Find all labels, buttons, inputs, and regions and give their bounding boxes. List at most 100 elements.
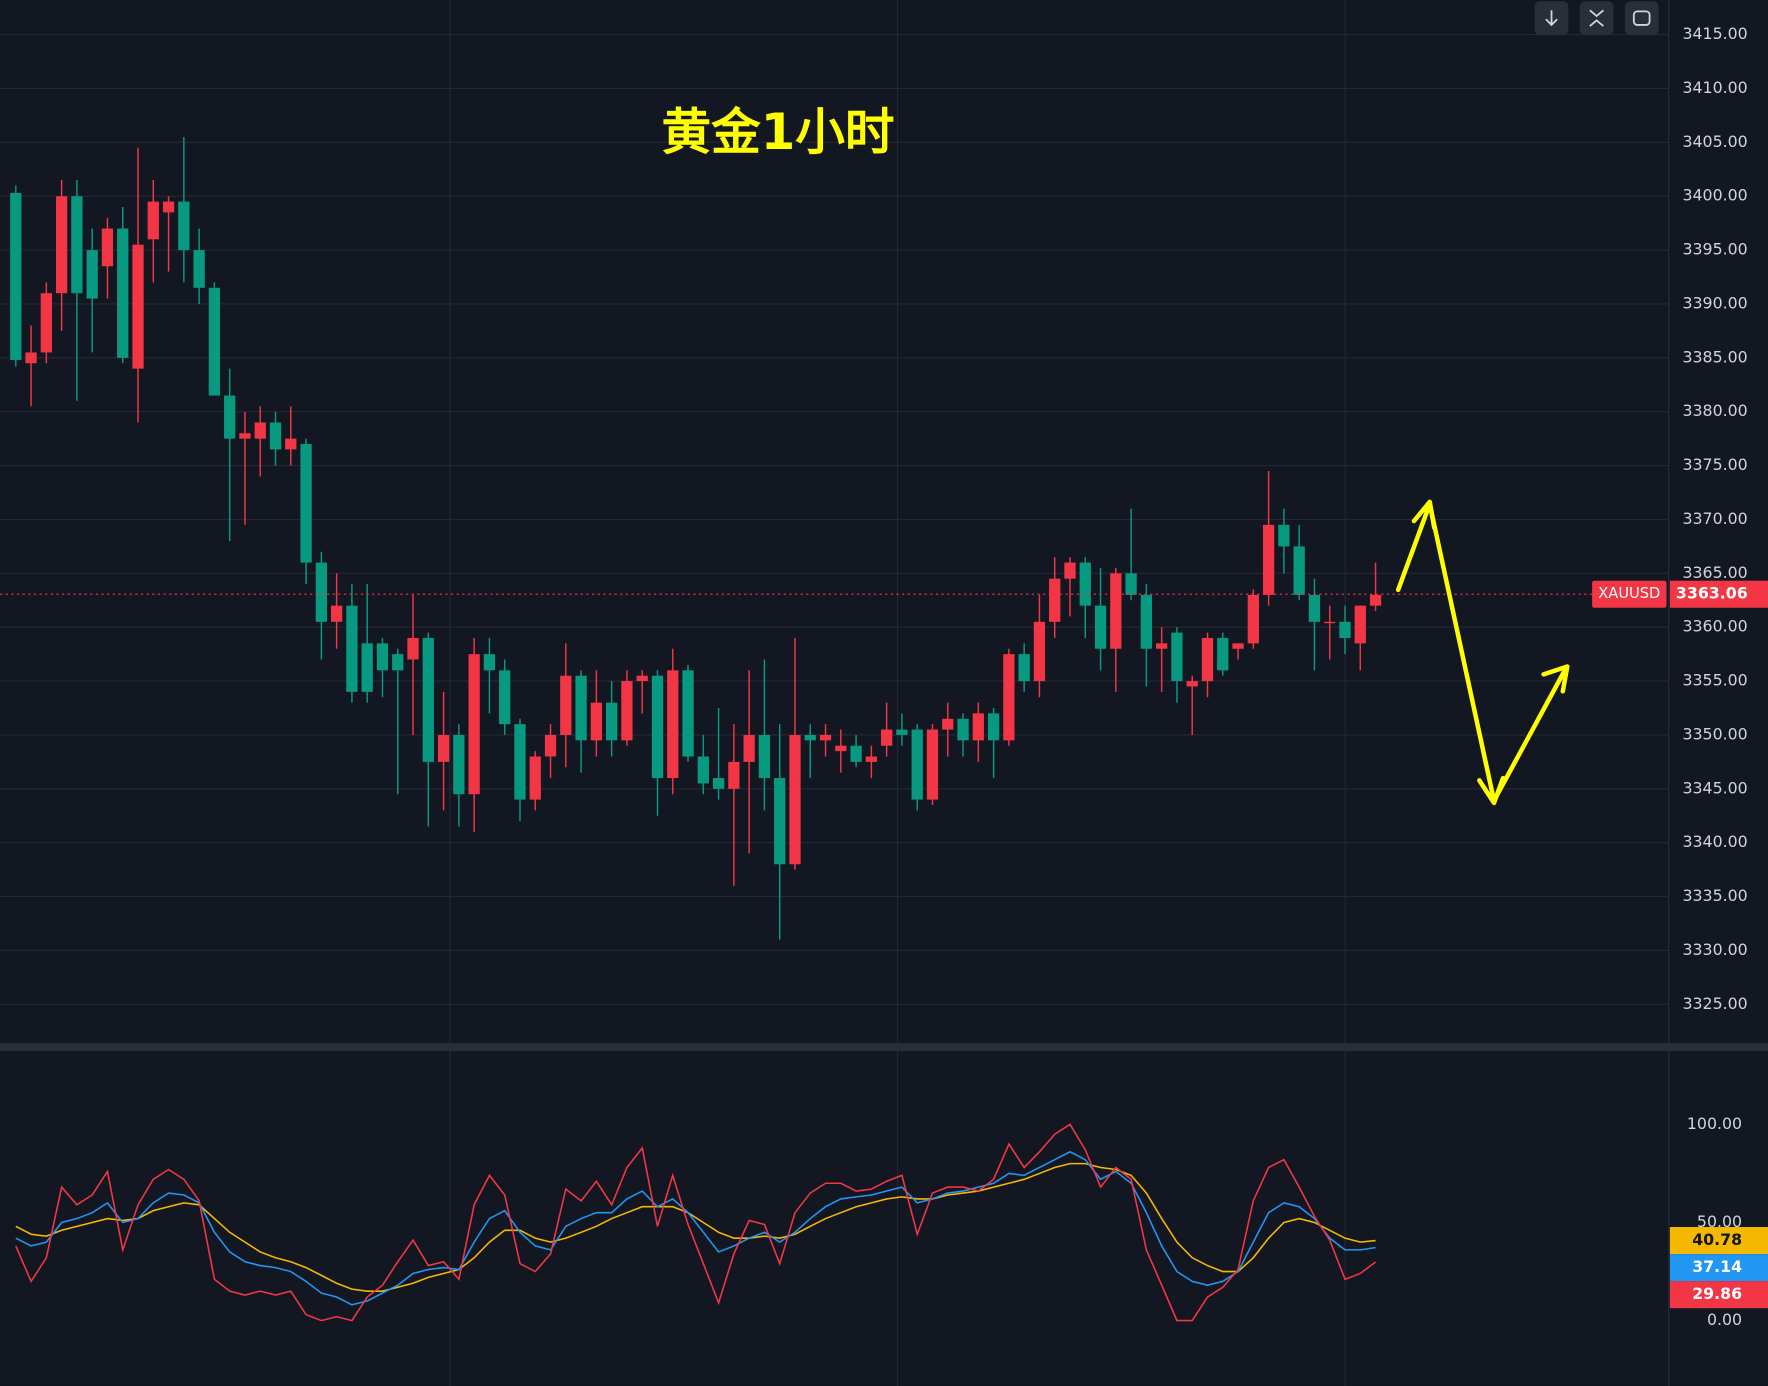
candle-body <box>254 422 266 439</box>
oscillator-line <box>15 1150 1376 1306</box>
value-tag-label: 29.86 <box>1692 1284 1742 1303</box>
candle-body <box>896 729 908 735</box>
symbol-label: XAUUSD <box>1598 585 1660 602</box>
candle-body <box>911 729 923 800</box>
candle-body <box>315 562 327 622</box>
y-tick-label: 3385.00 <box>1683 347 1748 366</box>
candle-body <box>1140 594 1153 649</box>
candle-body <box>437 734 450 762</box>
candle-body <box>300 444 312 563</box>
candle-body <box>1217 637 1229 671</box>
candle-body <box>697 756 709 784</box>
candle-body <box>942 718 954 730</box>
y-tick-label: 0.00 <box>1707 1310 1742 1329</box>
candle-body <box>376 643 389 671</box>
y-tick-label: 3405.00 <box>1683 132 1748 151</box>
candle-body <box>1018 654 1030 682</box>
candle-body <box>1339 621 1351 638</box>
candle-body <box>606 702 618 741</box>
y-tick-label: 3395.00 <box>1683 240 1748 259</box>
candle-body <box>804 734 816 741</box>
collapse-button[interactable] <box>1579 1 1614 36</box>
y-tick-label: 100.00 <box>1687 1114 1742 1133</box>
y-tick-label: 50.00 <box>1697 1212 1742 1231</box>
candle-body <box>239 433 251 439</box>
candle-body <box>453 734 465 795</box>
candle-body <box>1278 524 1290 547</box>
candle-body <box>132 244 144 369</box>
candle-body <box>86 250 98 299</box>
candle-body <box>1033 621 1046 682</box>
candle-body <box>346 605 358 692</box>
symbol-tag <box>1592 580 1667 608</box>
candle-body <box>178 201 190 251</box>
candle-body <box>728 761 740 789</box>
candle-body <box>285 438 297 450</box>
y-tick-label: 3380.00 <box>1683 401 1748 420</box>
candle-body <box>1079 562 1091 606</box>
candle-body <box>1354 605 1366 644</box>
candle-body <box>499 670 511 725</box>
candle-body <box>835 745 847 752</box>
candle-body <box>850 745 862 762</box>
candle-body <box>40 293 52 353</box>
y-tick-label: 3415.00 <box>1683 24 1748 43</box>
candle-body <box>636 675 648 682</box>
candle-body <box>544 734 557 757</box>
candle-body <box>330 605 343 622</box>
candle-body <box>621 681 633 741</box>
candle-body <box>1308 594 1321 622</box>
y-tick-label: 3330.00 <box>1683 940 1748 959</box>
y-tick-label: 3410.00 <box>1683 78 1748 97</box>
candle-body <box>926 729 939 800</box>
candle-body <box>361 643 373 692</box>
candle-body <box>865 756 878 762</box>
oscillator-line <box>15 1162 1376 1292</box>
scroll-button[interactable] <box>1534 1 1569 36</box>
candle-body <box>758 734 771 779</box>
candle-body <box>55 196 68 294</box>
value-tag <box>1669 1227 1768 1255</box>
candle-body <box>1262 524 1275 595</box>
candle-body <box>1201 637 1214 682</box>
candle-body <box>422 637 434 762</box>
candle-body <box>712 778 725 789</box>
candle-body <box>147 201 159 240</box>
chart-title: 黄金1小时 <box>662 103 895 161</box>
toolbar <box>1534 1 1659 36</box>
candle-body <box>162 201 175 213</box>
y-tick-label: 3400.00 <box>1683 186 1748 205</box>
last-price-tag <box>1669 580 1768 608</box>
candle-body <box>881 729 893 746</box>
candle-body <box>1156 643 1168 649</box>
y-tick-label: 3365.00 <box>1683 563 1748 582</box>
y-tick-label: 3375.00 <box>1683 455 1748 474</box>
oscillator-line <box>15 1123 1377 1322</box>
y-tick-label: 3340.00 <box>1683 832 1748 851</box>
candle-body <box>590 702 602 741</box>
candle-body <box>193 250 205 288</box>
candle-body <box>1094 605 1107 649</box>
candle-body <box>774 778 786 865</box>
candle-body <box>224 395 236 439</box>
candle-body <box>1064 562 1076 579</box>
candle-body <box>1186 681 1198 687</box>
y-tick-label: 3355.00 <box>1683 671 1748 690</box>
candle-body <box>1293 546 1305 595</box>
candle-body <box>957 718 969 741</box>
annotation-arrows <box>1395 499 1570 806</box>
value-tag <box>1669 1254 1768 1282</box>
candle-body <box>10 192 22 360</box>
candle-body <box>269 422 282 450</box>
value-tag-label: 40.78 <box>1692 1230 1742 1249</box>
pane-separator <box>0 1043 1768 1051</box>
y-tick-label: 3325.00 <box>1683 994 1748 1013</box>
candle-body <box>1247 594 1259 644</box>
candle-body <box>25 352 37 364</box>
maximize-button[interactable] <box>1624 1 1659 36</box>
value-tag <box>1669 1281 1768 1309</box>
candle-body <box>987 713 1000 741</box>
candle-body <box>1232 643 1244 649</box>
